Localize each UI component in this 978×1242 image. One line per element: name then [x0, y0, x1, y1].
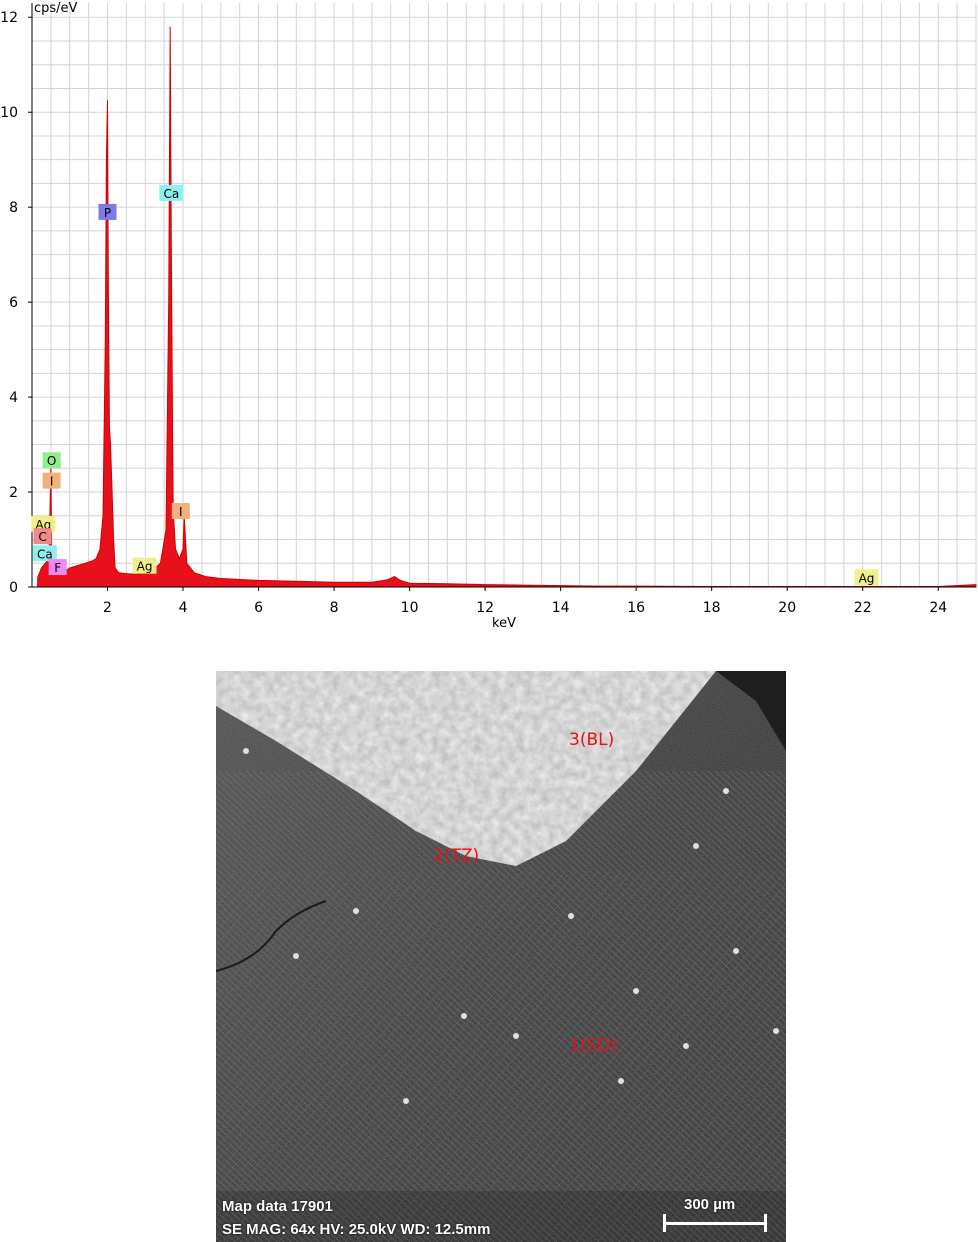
sem-caption-line1: Map data 17901 — [222, 1198, 333, 1215]
x-tick-label: 18 — [703, 600, 721, 616]
element-label-ag: Ag — [854, 569, 879, 586]
scale-bar-right-tick — [764, 1214, 767, 1232]
element-label-text: C — [38, 530, 46, 544]
x-tick-label: 4 — [179, 600, 188, 616]
x-tick-label: 2 — [103, 600, 112, 616]
element-label-f: F — [48, 559, 67, 576]
x-tick-label: 20 — [778, 600, 796, 616]
sem-image-texture — [216, 671, 786, 1242]
x-axis-label: keV — [492, 616, 516, 631]
scale-bar-label: 300 µm — [684, 1196, 736, 1213]
y-tick-labels: 0 2 4 6 8 10 12 — [0, 10, 32, 596]
element-label-box — [42, 452, 61, 469]
element-label-box — [98, 203, 117, 220]
x-tick-label: 8 — [330, 600, 339, 616]
element-label-box — [171, 503, 190, 520]
element-label-i: I — [42, 472, 61, 489]
element-label-i: I — [171, 503, 190, 520]
sem-micrograph: 3(BL) 2(TZ) 1(SD) Map data 17901 SE MAG:… — [216, 671, 786, 1242]
y-tick-label: 10 — [0, 105, 18, 121]
element-label-ca: Ca — [159, 184, 184, 201]
region-label-sd: 1(SD) — [569, 1036, 617, 1056]
element-label-text: O — [47, 454, 56, 468]
element-label-text: I — [50, 475, 54, 489]
element-label-text: Ag — [859, 572, 875, 586]
y-axis-label: cps/eV — [34, 1, 78, 16]
element-label-text: P — [104, 206, 111, 220]
y-tick-label: 2 — [9, 485, 18, 501]
region-label-tz: 2(TZ) — [433, 846, 480, 866]
element-label-text: F — [54, 561, 61, 575]
x-tick-label: 6 — [254, 600, 263, 616]
element-label-box — [159, 184, 184, 201]
element-label-ca: Ca — [32, 545, 57, 562]
element-label-text: I — [179, 505, 183, 519]
element-label-text: Ag — [137, 560, 153, 574]
chart-grid — [32, 3, 977, 587]
element-label-box — [42, 472, 61, 489]
x-tick-label: 12 — [476, 600, 494, 616]
element-label-box — [854, 569, 879, 586]
x-tick-label: 14 — [552, 600, 570, 616]
x-tick-label: 10 — [401, 600, 419, 616]
element-label-box — [48, 559, 67, 576]
element-label-c: C — [33, 528, 52, 545]
y-tick-label: 12 — [0, 10, 18, 26]
x-tick-label: 24 — [929, 600, 947, 616]
x-tick-labels: 2 4 6 8 10 12 14 16 18 20 22 24 — [103, 587, 947, 616]
y-tick-label: 6 — [9, 295, 18, 311]
x-tick-label: 22 — [854, 600, 872, 616]
element-label-p: P — [98, 203, 117, 220]
element-label-box — [31, 515, 56, 532]
scale-bar-left-tick — [663, 1214, 666, 1232]
element-label-text: Ca — [37, 547, 53, 561]
y-tick-label: 0 — [9, 580, 18, 596]
element-label-box — [32, 545, 57, 562]
element-label-ag: Ag — [132, 557, 157, 574]
element-label-box — [132, 557, 157, 574]
spectrum-area — [37, 26, 977, 588]
x-tick-label: 16 — [627, 600, 645, 616]
region-label-bl: 3(BL) — [569, 730, 615, 750]
sem-caption-line2: SE MAG: 64x HV: 25.0kV WD: 12.5mm — [222, 1221, 491, 1238]
element-label-o: O — [42, 452, 61, 469]
element-label-box — [33, 528, 52, 545]
element-label-text: Ca — [163, 187, 179, 201]
scale-bar — [664, 1222, 766, 1225]
y-tick-label: 4 — [9, 390, 18, 406]
y-tick-label: 8 — [9, 200, 18, 216]
